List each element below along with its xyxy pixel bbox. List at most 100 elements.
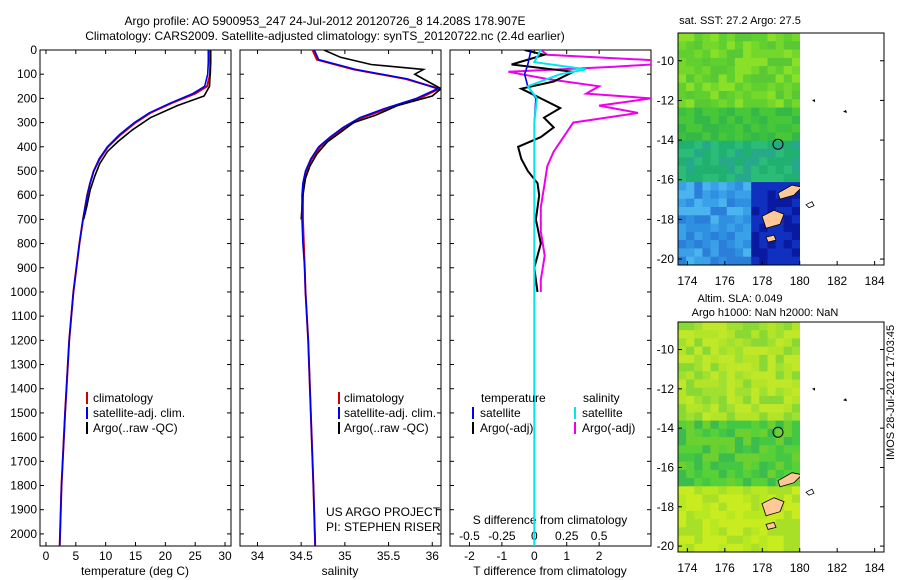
- sla-map-cell: [767, 535, 777, 545]
- sst-map-cell: [726, 157, 736, 167]
- sst-map-cell: [686, 74, 695, 84]
- sla-map-cell: [710, 412, 720, 422]
- sla-map-cell: [791, 404, 800, 413]
- sla-map-cell: [743, 437, 752, 446]
- sst-map-cell: [686, 256, 695, 265]
- sla-map-cell: [743, 478, 752, 487]
- sla-map-cell: [775, 510, 785, 520]
- sst-map-island-vanua-levu: [777, 184, 800, 200]
- sst-map-cell: [734, 132, 744, 142]
- sst-map-cell: [734, 157, 744, 167]
- sla-map-cell: [759, 420, 768, 430]
- sla-map-cell: [686, 420, 695, 430]
- sst-map-cell: [718, 41, 728, 51]
- sla-map-cell: [759, 527, 768, 537]
- sla-map-lau-islands: [805, 488, 815, 496]
- sla-map-island-vanua-levu: [777, 472, 800, 488]
- sla-map-cell: [751, 527, 760, 537]
- sla-map-cell: [726, 543, 736, 552]
- sst-map-cell: [791, 165, 800, 175]
- sst-map-cell: [743, 107, 752, 117]
- sla-map-cell: [767, 363, 777, 372]
- sst-map-cell: [702, 198, 712, 208]
- sla-map-cell: [783, 330, 793, 339]
- sst-map-cell: [678, 165, 687, 175]
- sst-map-cell: [759, 173, 768, 183]
- s-diff-x-tick-label: -0.25: [488, 529, 516, 543]
- sst-map-lon-tick-label: 176: [715, 274, 735, 288]
- sla-map-cell: [718, 519, 728, 528]
- sla-map-cell: [694, 346, 703, 356]
- sst-map-cell: [759, 82, 768, 92]
- sla-map-cell: [767, 486, 777, 496]
- sst-map-cell: [783, 223, 793, 233]
- salinity-x-tick-label: 35.5: [377, 549, 401, 563]
- sst-map-cell: [751, 215, 760, 225]
- sla-map-cell: [783, 412, 793, 422]
- sst-map-cell: [694, 215, 703, 225]
- sst-map-cell: [726, 132, 736, 142]
- sst-map-cell: [783, 207, 793, 216]
- sst-map-cell: [791, 190, 800, 200]
- sst-map-cell: [686, 99, 695, 109]
- sla-map-cell: [694, 469, 703, 479]
- sst-map-cell: [775, 140, 785, 150]
- sla-map-cell: [743, 510, 752, 520]
- legend-label-s-argo: Argo(-adj): [582, 421, 635, 435]
- sst-map-cell: [743, 132, 752, 142]
- sla-map-cell: [694, 510, 703, 520]
- sst-map-cell: [767, 165, 777, 175]
- sst-map-cell: [775, 82, 785, 92]
- sla-map-cell: [734, 330, 744, 339]
- sla-map-cell: [783, 379, 793, 389]
- sla-map-cell: [734, 387, 744, 397]
- sla-map-frame: [677, 321, 885, 553]
- sst-map-cell: [718, 198, 728, 208]
- sla-map-cell: [686, 379, 695, 389]
- sst-map-cell: [718, 33, 728, 42]
- sla-map-cell: [767, 338, 777, 348]
- sst-map-cell: [767, 157, 777, 167]
- legend-heading-salinity: salinity: [583, 391, 620, 405]
- sst-map-cell: [783, 157, 793, 167]
- sst-map-cell: [775, 198, 785, 208]
- sla-map-cell: [751, 469, 760, 479]
- sst-map-cell: [783, 231, 793, 241]
- sla-map-cell: [686, 363, 695, 372]
- sla-map-cell: [759, 330, 768, 339]
- sla-map-lat-tick-label: -14: [657, 421, 675, 435]
- sst-map-cell: [734, 74, 744, 84]
- sst-map-cell: [734, 190, 744, 200]
- sla-map-cell: [767, 387, 777, 397]
- sla-map-cell: [767, 354, 777, 364]
- sla-map-cell: [694, 363, 703, 372]
- sla-map-cell: [710, 379, 720, 389]
- sst-map-cell: [694, 256, 703, 265]
- depth-tick-label: 1400: [10, 382, 37, 396]
- depth-tick-label: 0: [30, 43, 37, 57]
- sla-map-cell: [718, 404, 728, 413]
- sla-map-cell: [775, 330, 785, 339]
- sla-map-cell: [775, 428, 785, 438]
- sst-map-cell: [751, 157, 760, 167]
- sla-map-cell: [791, 412, 800, 422]
- sst-map-cell: [743, 223, 752, 233]
- sst-map-cell: [686, 173, 695, 183]
- sla-map-cell: [686, 486, 695, 496]
- sst-map-cell: [710, 140, 720, 150]
- sla-map-cell: [678, 363, 687, 372]
- sla-map-cell: [767, 453, 777, 463]
- sst-map-islet: [812, 99, 815, 103]
- sst-map-cell: [710, 223, 720, 233]
- sla-map-cell: [759, 478, 768, 487]
- sla-map-cell: [791, 461, 800, 471]
- sst-map-lau-islands: [805, 201, 815, 209]
- sla-map-cell: [783, 486, 793, 496]
- sst-map-cell: [710, 132, 720, 142]
- sla-map-cell: [734, 354, 744, 364]
- sst-map-cell: [734, 182, 744, 191]
- sla-map-cell: [710, 469, 720, 479]
- sst-map-cell: [718, 248, 728, 258]
- sst-map-cell: [759, 41, 768, 51]
- depth-tick-label: 900: [17, 261, 37, 275]
